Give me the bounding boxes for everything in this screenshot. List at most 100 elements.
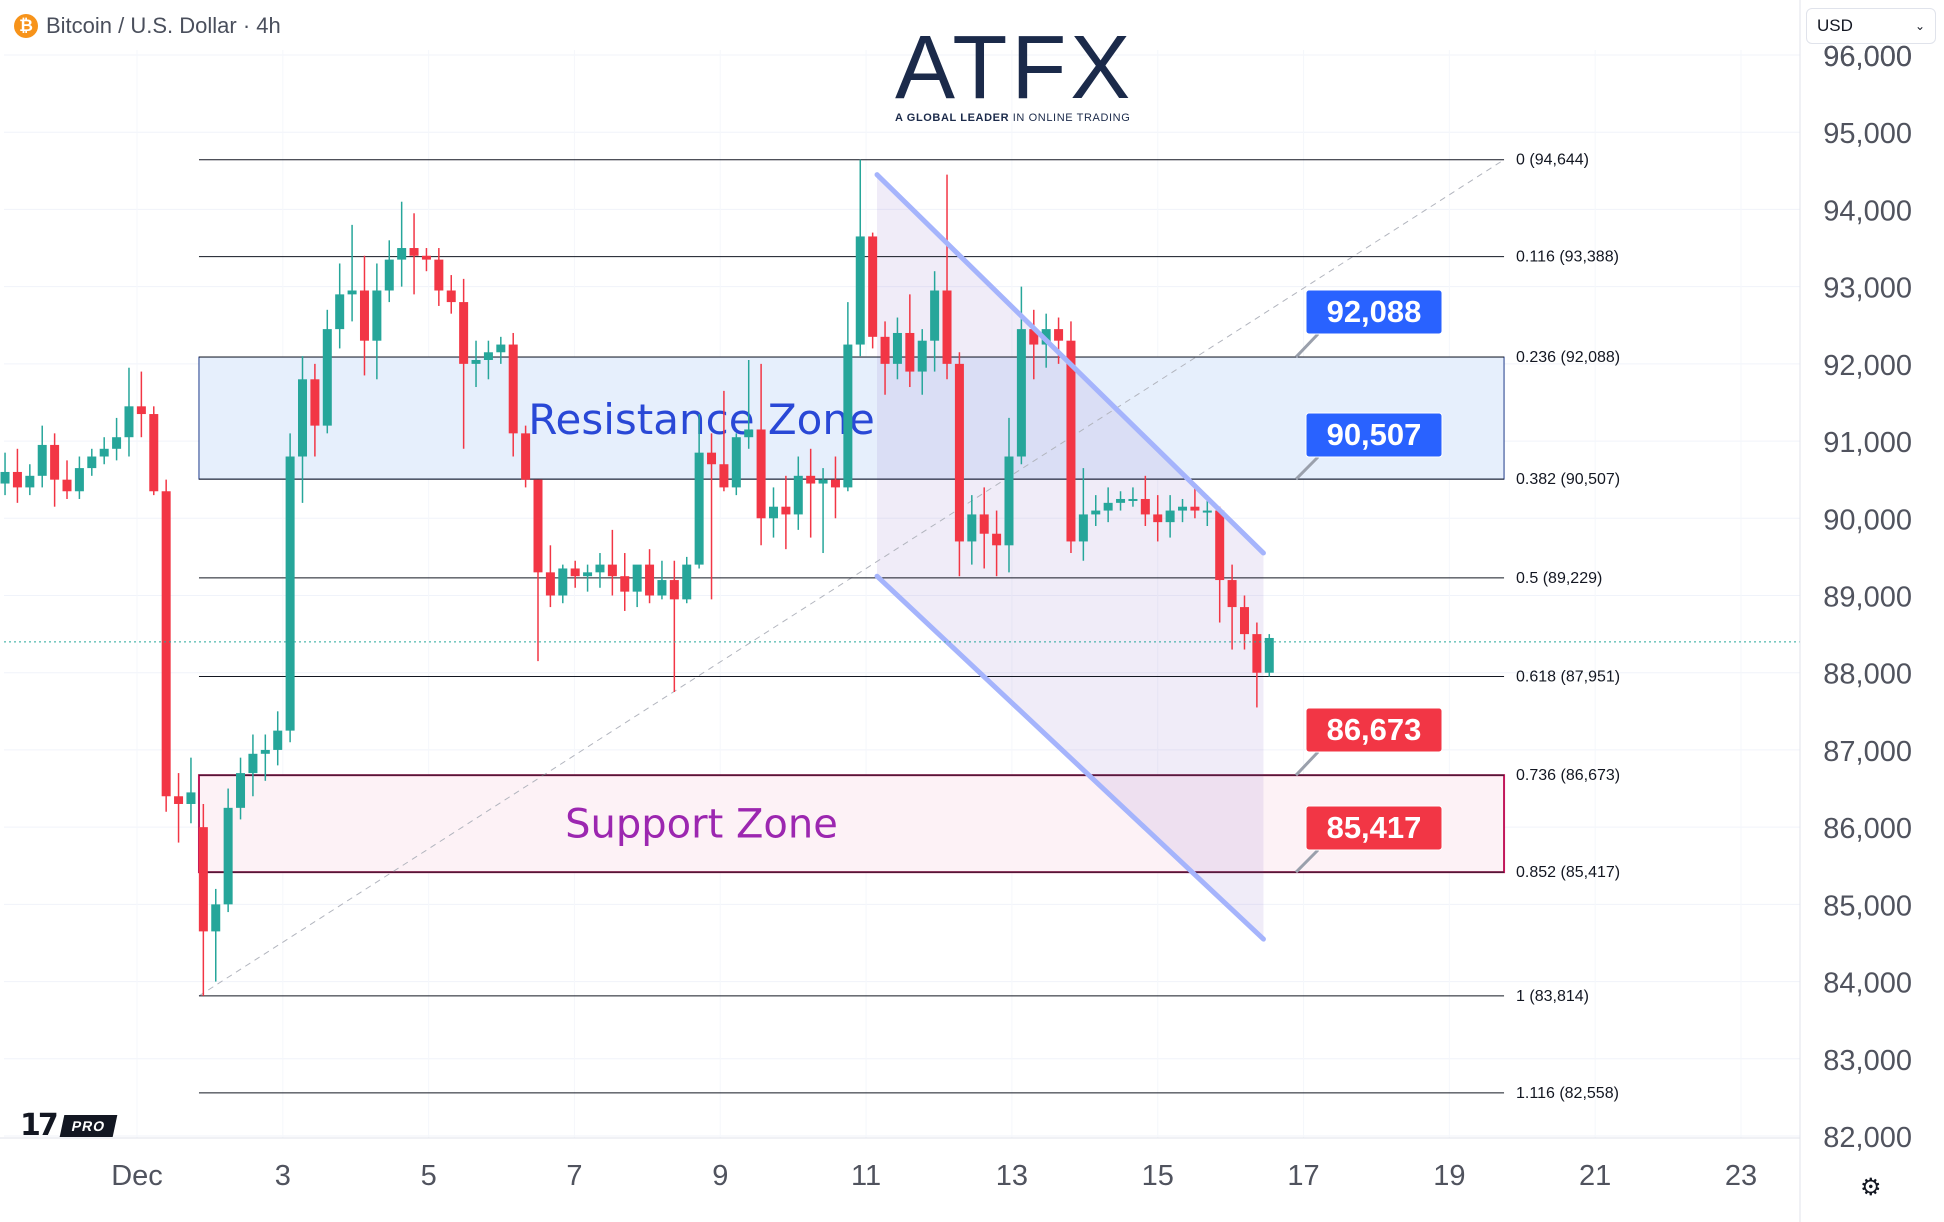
- candle-body: [632, 564, 642, 592]
- candle: [322, 309, 332, 434]
- fib-level-label: 0.736 (86,673): [1516, 767, 1620, 784]
- candle: [558, 564, 568, 604]
- candle: [669, 560, 679, 693]
- candle-body: [830, 479, 840, 488]
- callout-price-text: 86,673: [1327, 712, 1422, 747]
- candle-body: [1078, 514, 1088, 542]
- candle: [583, 564, 593, 592]
- candle-body: [347, 290, 357, 295]
- fib-level-label: 0.236 (92,088): [1516, 349, 1620, 366]
- candle: [471, 340, 481, 388]
- price-axis-bg: [1800, 0, 1944, 1222]
- candle-body: [868, 236, 878, 337]
- candle: [397, 201, 407, 287]
- channel-upper-line: [874, 172, 1266, 556]
- candle-body: [248, 753, 258, 774]
- price-callout: 92,088: [1294, 289, 1443, 359]
- callout-price-text: 85,417: [1327, 810, 1422, 845]
- candle: [1264, 634, 1274, 677]
- tradingview-mark-icon: 17: [20, 1108, 59, 1143]
- tradingview-logo[interactable]: 17 PRO: [20, 1108, 118, 1143]
- candle: [992, 510, 1002, 577]
- atfx-logo: ATFX A GLOBAL LEADER IN ONLINE TRADING: [895, 23, 1135, 124]
- callout-price-text: 92,088: [1327, 294, 1422, 329]
- candle: [508, 332, 518, 457]
- candle-body: [62, 479, 72, 492]
- candle-body: [1153, 514, 1163, 523]
- candle: [744, 359, 754, 449]
- candle: [310, 363, 320, 457]
- time-tick-label: 9: [712, 1160, 728, 1192]
- chevron-down-icon: ⌄: [1914, 19, 1925, 33]
- candle-body: [236, 773, 246, 808]
- price-tick-label: 91,000: [1823, 427, 1912, 459]
- candle-body: [880, 336, 890, 364]
- candle: [149, 406, 159, 496]
- currency-select[interactable]: USD ⌄: [1806, 8, 1936, 44]
- candle: [1116, 491, 1126, 511]
- candle: [50, 433, 60, 507]
- candle: [1091, 495, 1101, 527]
- candle: [731, 433, 741, 496]
- candle-body: [1091, 510, 1101, 515]
- candle: [62, 460, 72, 499]
- candle: [1066, 321, 1076, 554]
- candle: [434, 248, 444, 306]
- candle: [880, 321, 890, 395]
- callout-pointer: [1294, 750, 1320, 777]
- candle-body: [719, 464, 729, 488]
- price-tick-label: 82,000: [1823, 1122, 1912, 1154]
- candle-body: [1029, 329, 1039, 345]
- fib-level-label: 0.852 (85,417): [1516, 864, 1620, 881]
- candle-body: [1054, 329, 1064, 341]
- candle: [954, 352, 964, 577]
- time-tick-label: Dec: [111, 1160, 163, 1192]
- candle: [335, 263, 345, 349]
- candle: [533, 479, 543, 662]
- candle-body: [545, 572, 555, 596]
- candle: [607, 529, 617, 596]
- candle: [892, 317, 902, 380]
- candle-body: [223, 807, 233, 905]
- callout-box: [1305, 412, 1443, 458]
- candle: [620, 553, 630, 611]
- pro-badge: PRO: [59, 1114, 118, 1137]
- candle-body: [1128, 498, 1138, 501]
- candle-body: [273, 730, 283, 750]
- candle-body: [855, 236, 865, 345]
- candle-body: [298, 379, 308, 457]
- candle-body: [756, 429, 766, 519]
- candle: [236, 757, 246, 820]
- candle-body: [1190, 506, 1200, 511]
- candle: [1190, 487, 1200, 519]
- candle: [347, 224, 357, 322]
- candle: [1165, 495, 1175, 538]
- fib-level-label: 0.382 (90,507): [1516, 471, 1620, 488]
- candle: [1215, 506, 1225, 623]
- candle-body: [707, 452, 717, 465]
- candle: [818, 468, 828, 554]
- symbol-header[interactable]: ₿ Bitcoin / U.S. Dollar · 4h: [14, 10, 281, 42]
- candle: [756, 363, 766, 546]
- candle: [905, 294, 915, 388]
- candle: [0, 452, 10, 496]
- price-tick-label: 92,000: [1823, 350, 1912, 382]
- callout-price-text: 90,507: [1327, 417, 1422, 452]
- candle: [298, 356, 308, 503]
- candle: [1252, 622, 1262, 708]
- price-tick-label: 86,000: [1823, 813, 1912, 845]
- candle: [25, 464, 35, 496]
- candle: [87, 448, 97, 476]
- candle: [409, 213, 419, 295]
- candle: [112, 417, 122, 461]
- gear-icon[interactable]: ⚙: [1860, 1174, 1882, 1201]
- candle: [645, 549, 655, 604]
- callout-box: [1305, 289, 1443, 335]
- fib-level-label: 0.116 (93,388): [1516, 249, 1619, 266]
- price-tick-label: 95,000: [1823, 118, 1912, 150]
- candle: [37, 425, 47, 488]
- time-tick-label: 23: [1725, 1160, 1757, 1192]
- candle: [186, 757, 196, 824]
